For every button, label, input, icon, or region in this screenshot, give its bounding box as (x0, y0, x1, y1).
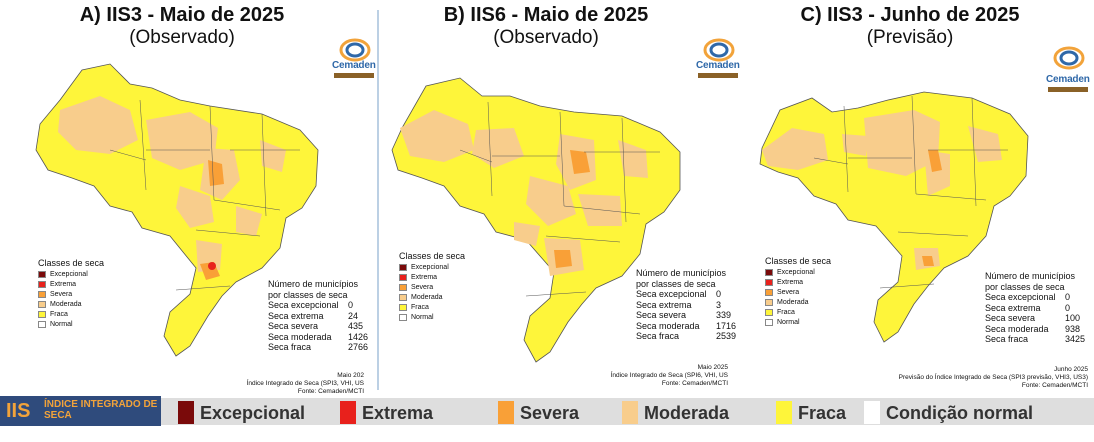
legend-item-moderada: Moderada (399, 293, 443, 302)
legend-item-extrema: Extrema (765, 278, 803, 287)
legend-item-severa: Severa (399, 283, 433, 292)
legend-item-normal: Normal (765, 318, 800, 327)
legend-item-extrema: Extrema (38, 280, 76, 289)
panel-subtitle: (Observado) (129, 27, 235, 48)
legend-item-fraca: Fraca (38, 310, 68, 319)
moderate-drought-areas (762, 110, 1002, 270)
iis-abbreviation: IIS (6, 400, 31, 422)
legend-title: Classes de seca (765, 256, 832, 266)
bottom-legend-bar: IIS ÍNDICE INTEGRADO DE SECA Excepcional… (0, 396, 1094, 442)
municipality-stats: Número de municípios por classes de seca… (636, 268, 737, 341)
logo-bar (698, 73, 738, 78)
legend-item-normal: Normal (38, 320, 73, 329)
legend-item-fraca: Fraca (399, 303, 429, 312)
panel-title: A) IIS3 - Maio de 2025 (79, 4, 285, 26)
legend-item-fraca: Fraca (765, 308, 795, 317)
legend-item-normal: Normal (399, 313, 434, 322)
cemaden-logo-text: Cemaden (696, 60, 740, 71)
legend-item-moderada: Moderada (38, 300, 82, 309)
severe-drought-areas (922, 150, 942, 266)
state-borders (813, 95, 1008, 289)
cemaden-logo-text: Cemaden (332, 60, 376, 71)
legend-item-excepcional: Excepcional (765, 268, 815, 277)
logo-bar (1048, 87, 1088, 92)
iis-full-name: ÍNDICE INTEGRADO DE SECA (44, 399, 158, 421)
brazil-drought-map (391, 77, 681, 363)
legend-item-excepcional: Excepcional (399, 263, 449, 272)
map-panel-iis6-maio: B) IIS6 - Maio de 2025 (Observado) Cemad… (364, 0, 740, 396)
cemaden-logo-text: Cemaden (1046, 74, 1090, 85)
map-footer: Maio 2025 Índice Integrado de Seca (SPI6… (610, 364, 728, 387)
cemaden-logo-icon (703, 38, 735, 62)
legend-item-moderada: Moderada (765, 298, 809, 307)
legend-item-extrema: Extrema (399, 273, 437, 282)
map-panel-iis3-junho: C) IIS3 - Junho de 2025 (Previsão) Cemad… (728, 0, 1092, 396)
map-footer: Junho 2025 Previsão do Índice Integrado … (898, 366, 1088, 389)
legend-item-excepcional: Excepcional (38, 270, 88, 279)
panel-divider (377, 10, 379, 390)
municipality-stats: Número de municípios por classes de seca… (268, 279, 369, 352)
cemaden-logo-icon (339, 38, 371, 62)
panel-subtitle: (Previsão) (866, 27, 954, 48)
brazil-drought-map (759, 91, 1029, 343)
panel-title: B) IIS6 - Maio de 2025 (443, 4, 649, 26)
state-borders (459, 101, 660, 297)
brazil-drought-map (35, 63, 319, 357)
map-footer: Maio 202 Índice Integrado de Seca (SPI3,… (246, 372, 364, 395)
map-panel-iis3-maio: A) IIS3 - Maio de 2025 (Observado) Cemad… (0, 0, 376, 396)
state-borders (109, 99, 300, 291)
panel-title: C) IIS3 - Junho de 2025 (800, 4, 1020, 26)
extreme-drought-areas (208, 262, 216, 270)
legend-item-severa: Severa (765, 288, 799, 297)
logo-bar (334, 73, 374, 78)
legend-title: Classes de seca (38, 258, 105, 268)
legend-title: Classes de seca (399, 251, 466, 261)
severe-drought-areas (554, 150, 590, 268)
municipality-stats: Número de municípios por classes de seca… (985, 271, 1086, 344)
iis-label-box: IIS ÍNDICE INTEGRADO DE SECA (0, 396, 161, 426)
cemaden-logo-icon (1053, 46, 1085, 70)
moderate-drought-areas (58, 96, 286, 272)
legend-item-severa: Severa (38, 290, 72, 299)
panel-subtitle: (Observado) (493, 27, 599, 48)
